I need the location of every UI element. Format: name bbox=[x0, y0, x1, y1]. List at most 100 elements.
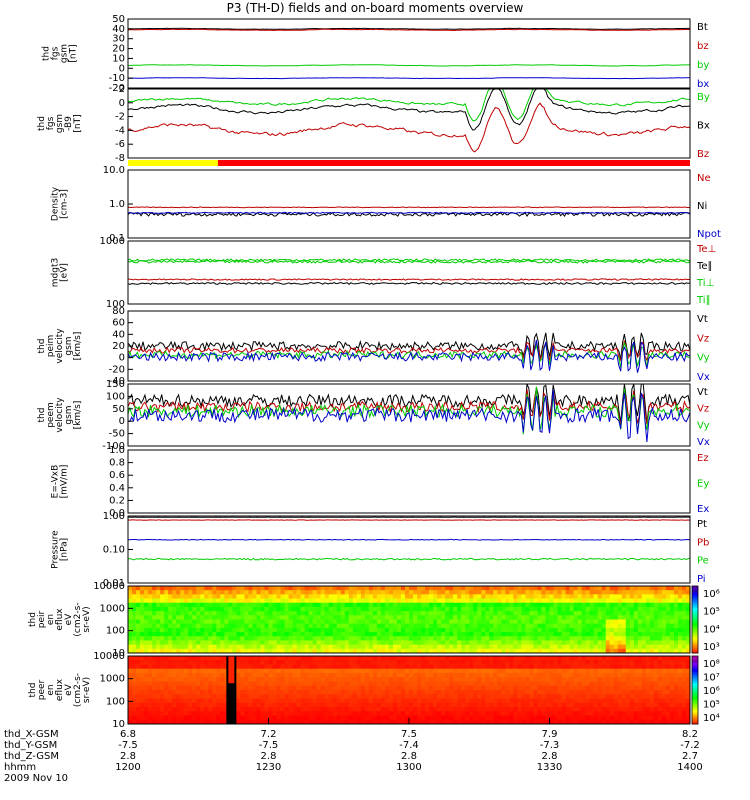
spec-cell bbox=[160, 594, 165, 600]
spec-cell bbox=[637, 594, 643, 600]
y-tick-label: -20 bbox=[109, 83, 125, 94]
spec-cell bbox=[661, 681, 667, 687]
spec-cell bbox=[417, 681, 422, 687]
spec-cell bbox=[529, 627, 534, 633]
spec-cell bbox=[625, 615, 631, 620]
spec-cell bbox=[521, 715, 526, 721]
spec-cell bbox=[384, 619, 390, 625]
spec-cell bbox=[244, 611, 249, 616]
spec-cell bbox=[272, 702, 278, 708]
spec-cell bbox=[581, 644, 587, 650]
spec-cell bbox=[152, 702, 157, 708]
spec-cell bbox=[621, 623, 627, 629]
spec-cell bbox=[629, 586, 635, 591]
spec-cell bbox=[128, 632, 133, 637]
spec-cell bbox=[561, 668, 567, 674]
spec-cell bbox=[453, 668, 458, 674]
spec-cell bbox=[481, 644, 486, 650]
spec-cell bbox=[176, 656, 181, 661]
spec-cell bbox=[320, 677, 326, 682]
spec-cell bbox=[521, 698, 526, 704]
spec-cell bbox=[481, 640, 486, 646]
spec-cell bbox=[268, 627, 274, 633]
y-axis-label: E=-VxB bbox=[51, 465, 61, 499]
spec-cell bbox=[368, 694, 374, 699]
spec-cell bbox=[589, 648, 595, 654]
spec-cell bbox=[505, 690, 510, 695]
spec-cell bbox=[437, 623, 442, 629]
spec-cell bbox=[316, 673, 322, 678]
spec-cell bbox=[160, 660, 165, 665]
spec-cell bbox=[485, 656, 490, 661]
spec-cell bbox=[641, 627, 647, 633]
spec-cell bbox=[392, 664, 398, 670]
spec-cell bbox=[160, 644, 165, 650]
colorbar-tick-label: 10³ bbox=[703, 642, 720, 653]
spec-cell bbox=[168, 586, 173, 591]
spec-cell bbox=[332, 632, 338, 637]
spec-cell bbox=[529, 677, 534, 682]
spec-cell bbox=[376, 711, 382, 716]
spec-cell bbox=[625, 648, 631, 654]
spec-cell bbox=[220, 656, 225, 661]
spec-cell bbox=[260, 586, 265, 591]
spec-cell bbox=[581, 685, 587, 691]
spec-cell bbox=[493, 636, 498, 641]
spec-cell bbox=[152, 640, 157, 646]
spec-cell bbox=[497, 598, 502, 604]
spec-cell bbox=[264, 632, 269, 637]
spec-cell bbox=[505, 619, 510, 625]
spec-cell bbox=[577, 690, 583, 695]
spec-cell bbox=[625, 660, 631, 665]
spec-cell bbox=[521, 644, 526, 650]
spec-cell bbox=[236, 586, 241, 591]
spec-cell bbox=[433, 590, 438, 595]
spec-cell bbox=[685, 668, 691, 674]
spec-cell bbox=[465, 619, 470, 625]
spec-cell bbox=[384, 668, 390, 674]
ephemeris-stamp: thd_X-GSM 6.8 7.2 7.5 7.9 8.2 thd_Y-GSM -7.5 -7.… bbox=[4, 729, 703, 784]
spec-cell bbox=[148, 715, 153, 721]
spec-cell bbox=[328, 694, 334, 699]
y-axis-label: sr-eV) bbox=[82, 677, 92, 703]
spec-cell bbox=[204, 668, 209, 674]
spec-cell bbox=[605, 627, 611, 633]
spec-cell bbox=[537, 685, 542, 691]
spec-cell bbox=[272, 590, 278, 595]
spec-cell bbox=[304, 586, 310, 591]
spec-cell bbox=[453, 707, 458, 712]
spec-cell bbox=[200, 715, 205, 721]
spec-cell bbox=[441, 632, 446, 637]
spec-cell bbox=[244, 660, 249, 665]
spec-cell bbox=[284, 644, 290, 650]
spec-cell bbox=[180, 606, 185, 612]
spec-cell bbox=[573, 698, 579, 704]
spec-cell bbox=[136, 664, 141, 670]
spec-cell bbox=[481, 586, 486, 591]
spec-cell bbox=[601, 719, 607, 725]
spec-cell bbox=[152, 594, 157, 600]
spec-cell bbox=[617, 656, 623, 661]
y-axis-label: eV bbox=[64, 683, 74, 696]
spec-cell bbox=[453, 611, 458, 616]
spec-cell bbox=[473, 627, 478, 633]
spec-cell bbox=[140, 606, 145, 612]
spec-cell bbox=[396, 627, 402, 633]
spec-cell bbox=[324, 719, 330, 725]
spec-cell bbox=[421, 636, 426, 641]
spec-cell bbox=[509, 664, 514, 670]
spec-cell bbox=[304, 677, 310, 682]
spec-cell bbox=[328, 715, 334, 721]
spec-cell bbox=[409, 619, 414, 625]
spec-cell bbox=[228, 623, 233, 629]
spec-cell bbox=[677, 611, 683, 616]
spec-cell bbox=[529, 698, 534, 704]
spec-cell bbox=[513, 590, 518, 595]
spec-cell bbox=[244, 594, 249, 600]
spec-cell bbox=[497, 615, 502, 620]
spec-cell bbox=[445, 619, 450, 625]
spec-cell bbox=[200, 656, 205, 661]
spec-cell bbox=[288, 707, 294, 712]
spec-cell bbox=[396, 602, 402, 608]
spec-cell bbox=[449, 673, 454, 678]
